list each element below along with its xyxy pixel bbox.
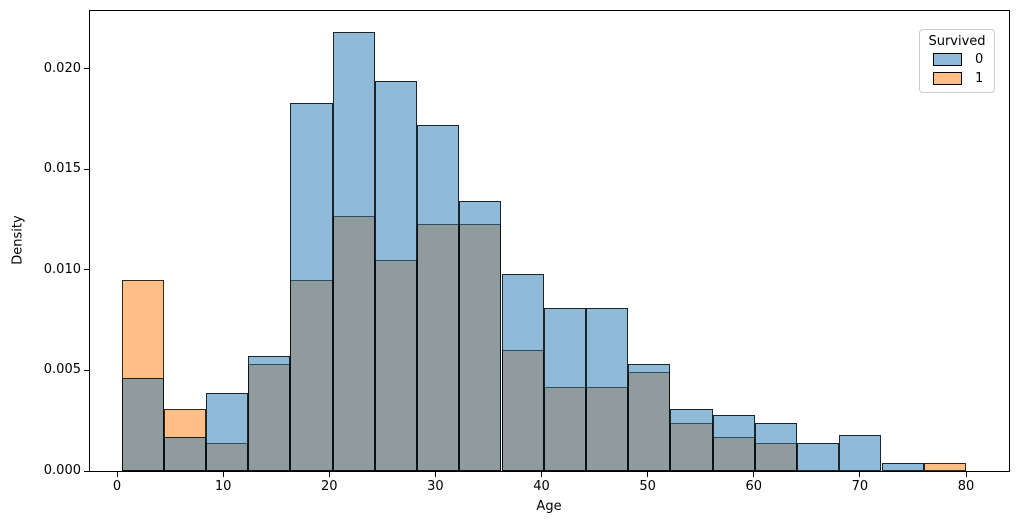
y-tick-mark bbox=[84, 470, 89, 472]
x-tick-label: 60 bbox=[745, 479, 763, 494]
histogram-bar-survived-0-bin-10 bbox=[543, 308, 586, 471]
x-tick-label: 40 bbox=[533, 479, 550, 494]
y-tick-label: 0.000 bbox=[43, 463, 81, 478]
x-tick-label: 10 bbox=[214, 479, 232, 494]
y-tick-label: 0.020 bbox=[43, 60, 81, 76]
x-tick-mark bbox=[965, 472, 967, 477]
histogram-bar-survived-0-bin-9 bbox=[501, 273, 544, 471]
histogram-bar-survived-0-bin-14 bbox=[712, 414, 755, 471]
histogram-bar-survived-0-bin-11 bbox=[586, 308, 629, 471]
histogram-bar-survived-0-bin-16 bbox=[797, 442, 840, 471]
x-tick-mark bbox=[647, 472, 649, 477]
x-tick-mark bbox=[434, 472, 436, 477]
histogram-bar-survived-0-bin-7 bbox=[417, 124, 460, 471]
x-tick-label: 50 bbox=[639, 479, 656, 494]
legend-patch-icon bbox=[933, 53, 962, 66]
x-tick-mark bbox=[116, 472, 118, 477]
y-tick-mark bbox=[84, 168, 89, 170]
x-axis-label: Age bbox=[536, 499, 562, 514]
histogram-bar-survived-0-bin-0 bbox=[121, 378, 164, 471]
histogram-bar-survived-0-bin-13 bbox=[670, 408, 713, 471]
x-tick-mark bbox=[328, 472, 330, 477]
y-tick-label: 0.005 bbox=[43, 362, 81, 378]
y-tick-label: 0.010 bbox=[43, 261, 81, 277]
x-tick-mark bbox=[753, 472, 755, 477]
x-tick-mark bbox=[222, 472, 224, 477]
x-tick-mark bbox=[541, 472, 542, 477]
legend-entry-survived-1: 1 bbox=[920, 69, 994, 88]
y-tick-mark bbox=[84, 369, 89, 371]
histogram-bar-survived-0-bin-4 bbox=[290, 102, 333, 471]
y-axis-label: Density bbox=[10, 215, 26, 265]
histogram-bar-survived-1-bin-19 bbox=[923, 463, 966, 471]
x-tick-label: 70 bbox=[851, 479, 869, 494]
histogram-bar-survived-0-bin-15 bbox=[754, 422, 798, 471]
legend-entry-label: 0 bbox=[975, 52, 984, 67]
x-tick-label: 30 bbox=[427, 479, 444, 494]
x-tick-label: 0 bbox=[112, 479, 122, 494]
x-tick-label: 80 bbox=[957, 479, 975, 494]
x-tick-label: 20 bbox=[321, 479, 338, 494]
y-tick-label: 0.015 bbox=[43, 161, 81, 177]
x-tick-mark bbox=[859, 472, 861, 477]
legend-entry-label: 1 bbox=[975, 71, 984, 86]
histogram-bar-survived-0-bin-18 bbox=[881, 463, 924, 471]
histogram-bar-survived-0-bin-5 bbox=[332, 32, 375, 471]
histogram-bar-survived-0-bin-1 bbox=[163, 436, 206, 471]
histogram-bar-survived-0-bin-8 bbox=[459, 201, 502, 471]
histogram-bar-survived-0-bin-3 bbox=[248, 356, 291, 471]
legend-title: Survived bbox=[928, 34, 986, 49]
histogram-bar-survived-0-bin-17 bbox=[839, 434, 882, 471]
legend-entry-survived-0: 0 bbox=[920, 50, 994, 69]
y-tick-mark bbox=[84, 269, 89, 271]
histogram-bar-survived-0-bin-12 bbox=[628, 364, 671, 471]
histogram-bar-survived-0-bin-2 bbox=[205, 392, 249, 471]
legend-patch-icon bbox=[933, 72, 962, 85]
y-tick-mark bbox=[84, 68, 89, 70]
histogram-bar-survived-0-bin-6 bbox=[374, 80, 417, 471]
